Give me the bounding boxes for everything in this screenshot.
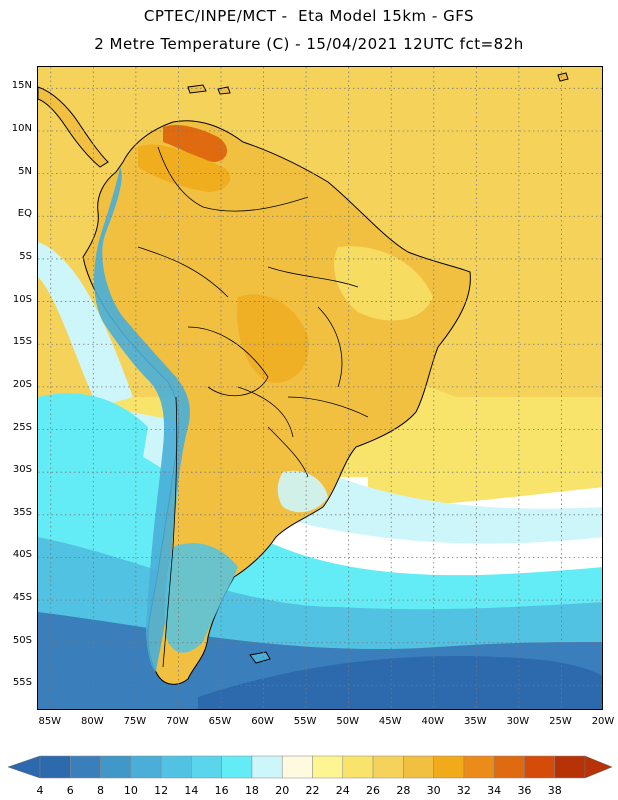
legend-tick-label: 14 [184,784,199,797]
lon-label: 20W [591,716,615,727]
legend-tick-label: 30 [426,784,441,797]
border-peru-brazil [137,246,229,298]
map-title-line2: 2 Metre Temperature (C) - 15/04/2021 12U… [94,35,524,53]
lon-label: 85W [38,716,62,727]
patagonia-cool-region [164,543,238,653]
temperature-map[interactable] [37,66,603,710]
falkland-islands [249,651,271,664]
legend-tick-label: 38 [547,784,562,797]
legend-tick-label: 4 [36,784,44,797]
legend-swatch [39,755,71,779]
lon-label: 40W [421,716,445,727]
lon-label: 60W [251,716,274,727]
legend-tick-label: 26 [366,784,381,797]
legend-swatch [281,755,313,779]
lat-label: 30S [12,464,32,476]
central-america-land [38,86,109,168]
legend-tick-label: 24 [335,784,350,797]
lon-label: 65W [208,716,232,727]
ocean-coldest-band [198,656,602,709]
legend-tick-label: 18 [244,784,259,797]
border-argentina-chile [162,396,178,668]
legend-swatch [221,755,253,779]
legend-swatch [130,755,162,779]
legend-swatch [342,755,374,779]
legend-tick-label: 22 [305,784,320,797]
legend-swatch [554,755,586,779]
lon-label: 45W [378,716,402,727]
uruguay-pale-region [277,470,328,513]
pacific-cool-tongue [38,242,133,407]
lat-label: 10N [11,122,32,134]
legend-tick-label: 6 [66,784,74,797]
lat-label: 35S [12,506,32,518]
legend-high-arrow [584,755,613,779]
legend-swatch [191,755,222,779]
legend-swatch [160,755,192,779]
legend-swatch [403,755,434,779]
lon-label: 55W [293,716,317,727]
country-borders [137,146,369,668]
andes-cold-strip [94,167,190,672]
legend-tick-label: 10 [123,784,138,797]
border-venezuela-brazil [202,196,309,212]
lat-label: 15S [12,336,32,348]
legend-swatch [493,755,525,779]
lon-label: 50W [336,716,359,727]
legend-tick-label: 36 [517,784,532,797]
legend-colorbar [7,755,613,779]
legend-swatch [524,755,555,779]
legend-swatch [100,755,132,779]
lat-label: 20S [12,378,32,390]
lat-label: 15N [11,80,32,92]
legend-swatch [70,755,101,779]
lat-label: 25S [12,421,32,433]
ocean-warm-east [368,357,602,507]
lat-label: 10S [12,293,32,305]
border-colombia-venezuela [157,146,204,208]
legend-tick-label: 34 [487,784,502,797]
lon-label: 75W [123,716,147,727]
lon-label: 25W [549,716,572,727]
legend-tick-label: 16 [214,784,229,797]
legend-tick-label: 28 [396,784,411,797]
lat-label: 45S [12,592,32,604]
lon-label: 35W [464,716,487,727]
legend-swatch [433,755,465,779]
legend-swatch [251,755,283,779]
border-bolivia [187,326,269,396]
color-legend [0,750,618,800]
hot-region-north [163,125,228,162]
legend-low-arrow [7,755,41,779]
map-canvas[interactable] [38,67,603,710]
lat-label: EQ [17,208,32,220]
lat-label: 5S [19,250,32,262]
lat-label: 5N [18,165,32,177]
caribbean-islands [187,72,569,95]
legend-swatch [312,755,344,779]
map-title-line1: CPTEC/INPE/MCT - Eta Model 15km - GFS [143,7,475,25]
legend-swatch [372,755,404,779]
pacific-cool-tongue-inner [38,393,148,487]
legend-tick-label: 8 [97,784,105,797]
legend-tick-label: 12 [154,784,169,797]
graticule [38,67,602,709]
legend-tick-label: 32 [456,784,471,797]
legend-tick-label: 20 [275,784,290,797]
lat-label: 50S [12,634,32,646]
legend-swatch [463,755,495,779]
lon-label: 80W [81,716,104,727]
lat-label: 55S [12,677,32,689]
lon-label: 70W [166,716,189,727]
lat-label: 40S [12,549,32,561]
lon-label: 30W [506,716,530,727]
